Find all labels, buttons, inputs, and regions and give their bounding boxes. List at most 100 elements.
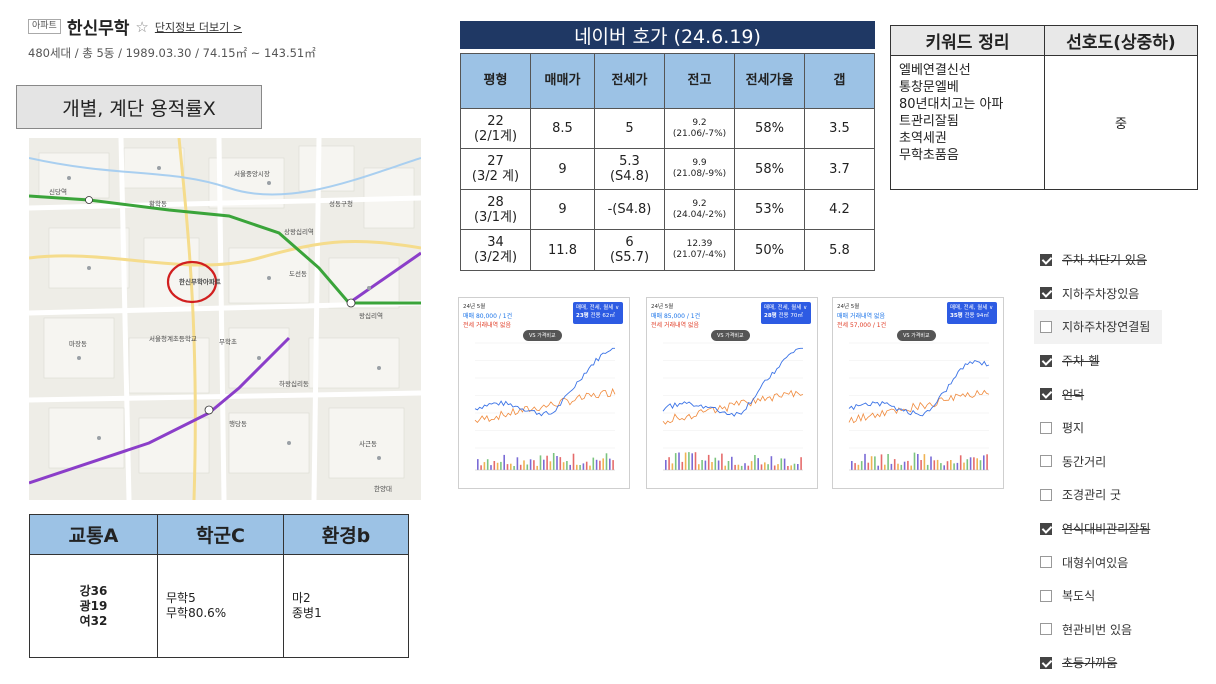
price-trend-chart[interactable]: 24년 5월 매매 85,000 / 1건 전세 거래내역 없음 매매, 전세, 월세… — [646, 297, 818, 489]
volume-bar — [493, 461, 496, 470]
map-label: 신당역 — [49, 188, 67, 196]
checkbox-checked-icon[interactable] — [1040, 388, 1052, 401]
volume-bar — [747, 465, 750, 470]
volume-bar — [734, 464, 736, 470]
size-stair: (2/1계) — [473, 128, 518, 144]
checklist-item[interactable]: 복도식 — [1034, 579, 1162, 613]
complex-name: 한신무학 — [66, 19, 130, 39]
volume-bar — [529, 459, 532, 470]
volume-bar — [694, 452, 697, 470]
volume-bar — [556, 456, 558, 470]
checklist-label: 지하주차장연결됨 — [1062, 320, 1151, 335]
volume-bar — [910, 465, 912, 470]
location-map[interactable]: 한신무학아파트 서울중앙시장 신당역 황학동 상왕십리역 왕십리역 행당동 무학… — [29, 138, 421, 500]
price-row: 22 (2/1계) 8.5 5 9.2 (21.06/-7%) 58% 3.5 — [460, 107, 875, 150]
checklist-item[interactable]: 대형쉬여있음 — [1034, 545, 1162, 579]
checkbox-empty-icon[interactable] — [1040, 556, 1052, 569]
checklist-item[interactable]: 평지 — [1034, 411, 1162, 445]
keyword-item: 엘베연결신선 — [899, 63, 971, 78]
volume-bar — [860, 461, 863, 470]
volume-bar — [750, 461, 753, 470]
checkbox-empty-icon[interactable] — [1040, 320, 1052, 333]
volume-bar — [870, 456, 873, 470]
checkbox-checked-icon[interactable] — [1040, 656, 1052, 669]
keyword-item: 초역세권 — [899, 131, 947, 146]
volume-bar — [959, 455, 962, 470]
naver-price-title: 네이버 호가 (24.6.19) — [460, 21, 875, 49]
jeonse-value: 5 — [625, 121, 634, 137]
volume-bar — [589, 465, 591, 470]
jeonse-sub: (S4.8) — [609, 169, 650, 185]
size-stair: (3/2계) — [473, 250, 518, 266]
volume-bar — [731, 456, 733, 470]
selector-area: 전용 62㎡ — [590, 313, 615, 319]
price-trend-chart[interactable]: 24년 5월 매매 80,000 / 1건 전세 거래내역 없음 매매, 전세, 월세… — [458, 297, 630, 489]
checklist-item[interactable]: 지하주차장연결됨 — [1034, 310, 1162, 344]
checklist-item[interactable]: 동간거리 — [1034, 445, 1162, 479]
chart-jeonse-info: 전세 57,000 / 1건 — [837, 322, 887, 329]
checklist-item[interactable]: 지하주차장있음 — [1034, 277, 1162, 311]
volume-bar — [549, 461, 552, 470]
checkbox-checked-icon[interactable] — [1040, 354, 1052, 367]
sale-cell: 9 — [530, 188, 595, 231]
favorite-star-icon[interactable]: ☆ — [135, 17, 149, 36]
checkbox-empty-icon[interactable] — [1040, 623, 1052, 636]
size-value: 27 — [487, 154, 504, 170]
volume-bar — [797, 464, 799, 470]
checklist-item[interactable]: 초등가까움 — [1034, 646, 1162, 680]
traffic-line: 강36 — [79, 583, 108, 598]
checkbox-checked-icon[interactable] — [1040, 253, 1052, 266]
volume-bar — [887, 454, 889, 470]
volume-bar — [707, 454, 710, 470]
complex-info-more-link[interactable]: 단지정보 더보기 > — [154, 20, 242, 34]
volume-bar — [900, 464, 903, 470]
checklist-item[interactable]: 주차 차단기 있음 — [1034, 243, 1162, 277]
volume-bar — [966, 459, 969, 470]
volume-bar — [930, 456, 932, 470]
high-sub: (21.07/-4%) — [672, 250, 727, 261]
checklist-label: 동간거리 — [1062, 454, 1107, 469]
checkbox-checked-icon[interactable] — [1040, 522, 1052, 535]
volume-bar — [760, 464, 763, 470]
price-trend-chart[interactable]: 24년 5월 매매 거래내역 없음 전세 57,000 / 1건 매매, 전세, 월세… — [832, 297, 1004, 489]
checklist-item[interactable]: 조경관리 굿 — [1034, 478, 1162, 512]
volume-bar — [559, 457, 562, 470]
checklist-item[interactable]: 언덕 — [1034, 377, 1162, 411]
compare-button[interactable]: VS 가격비교 — [523, 330, 562, 341]
selector-area: 전용 94㎡ — [964, 313, 989, 319]
compare-button[interactable]: VS 가격비교 — [711, 330, 750, 341]
chart-plot — [662, 342, 804, 471]
checklist-item[interactable]: 주차-헬 — [1034, 344, 1162, 378]
checklist-item[interactable]: 연식대비관리잘됨 — [1034, 512, 1162, 546]
map-label: 마장동 — [69, 340, 87, 348]
volume-bar — [576, 464, 578, 470]
checkbox-empty-icon[interactable] — [1040, 488, 1052, 501]
volume-bar — [562, 462, 565, 470]
compare-button[interactable]: VS 가격비교 — [897, 330, 936, 341]
checkbox-empty-icon[interactable] — [1040, 589, 1052, 602]
volume-bar — [539, 455, 542, 470]
size-value: 34 — [487, 235, 504, 251]
checkbox-empty-icon[interactable] — [1040, 421, 1052, 434]
volume-bar — [793, 463, 796, 470]
chart-type-selector[interactable]: 매매, 전세, 월세 ∨ 23평 전용 62㎡ — [573, 302, 623, 324]
volume-bar — [552, 453, 555, 470]
volume-bar — [526, 464, 529, 470]
checkbox-empty-icon[interactable] — [1040, 455, 1052, 468]
volume-bar — [754, 455, 756, 470]
checkbox-checked-icon[interactable] — [1040, 287, 1052, 300]
preference-cell: 중 — [1044, 55, 1198, 190]
keyword-table: 키워드 정리 선호도(상중하) 엘베연결신선 통창문엘베 80년대치고는 아파 … — [890, 25, 1198, 190]
chart-type-selector[interactable]: 매매, 전세, 월세 ∨ 28평 전용 70㎡ — [761, 302, 811, 324]
high-sub: (21.08/-9%) — [672, 169, 727, 180]
grade-header-traffic: 교통A — [29, 514, 158, 555]
selector-area: 전용 70㎡ — [778, 313, 803, 319]
checklist-label: 주차 차단기 있음 — [1062, 253, 1147, 268]
volume-bar — [717, 460, 720, 470]
volume-bar — [480, 465, 482, 470]
chart-type-selector[interactable]: 매매, 전세, 월세 ∨ 35평 전용 94㎡ — [947, 302, 997, 324]
volume-bar — [740, 465, 743, 470]
volume-bar — [969, 457, 972, 470]
volume-bar — [864, 453, 866, 470]
checklist-item[interactable]: 현관비번 있음 — [1034, 613, 1162, 647]
